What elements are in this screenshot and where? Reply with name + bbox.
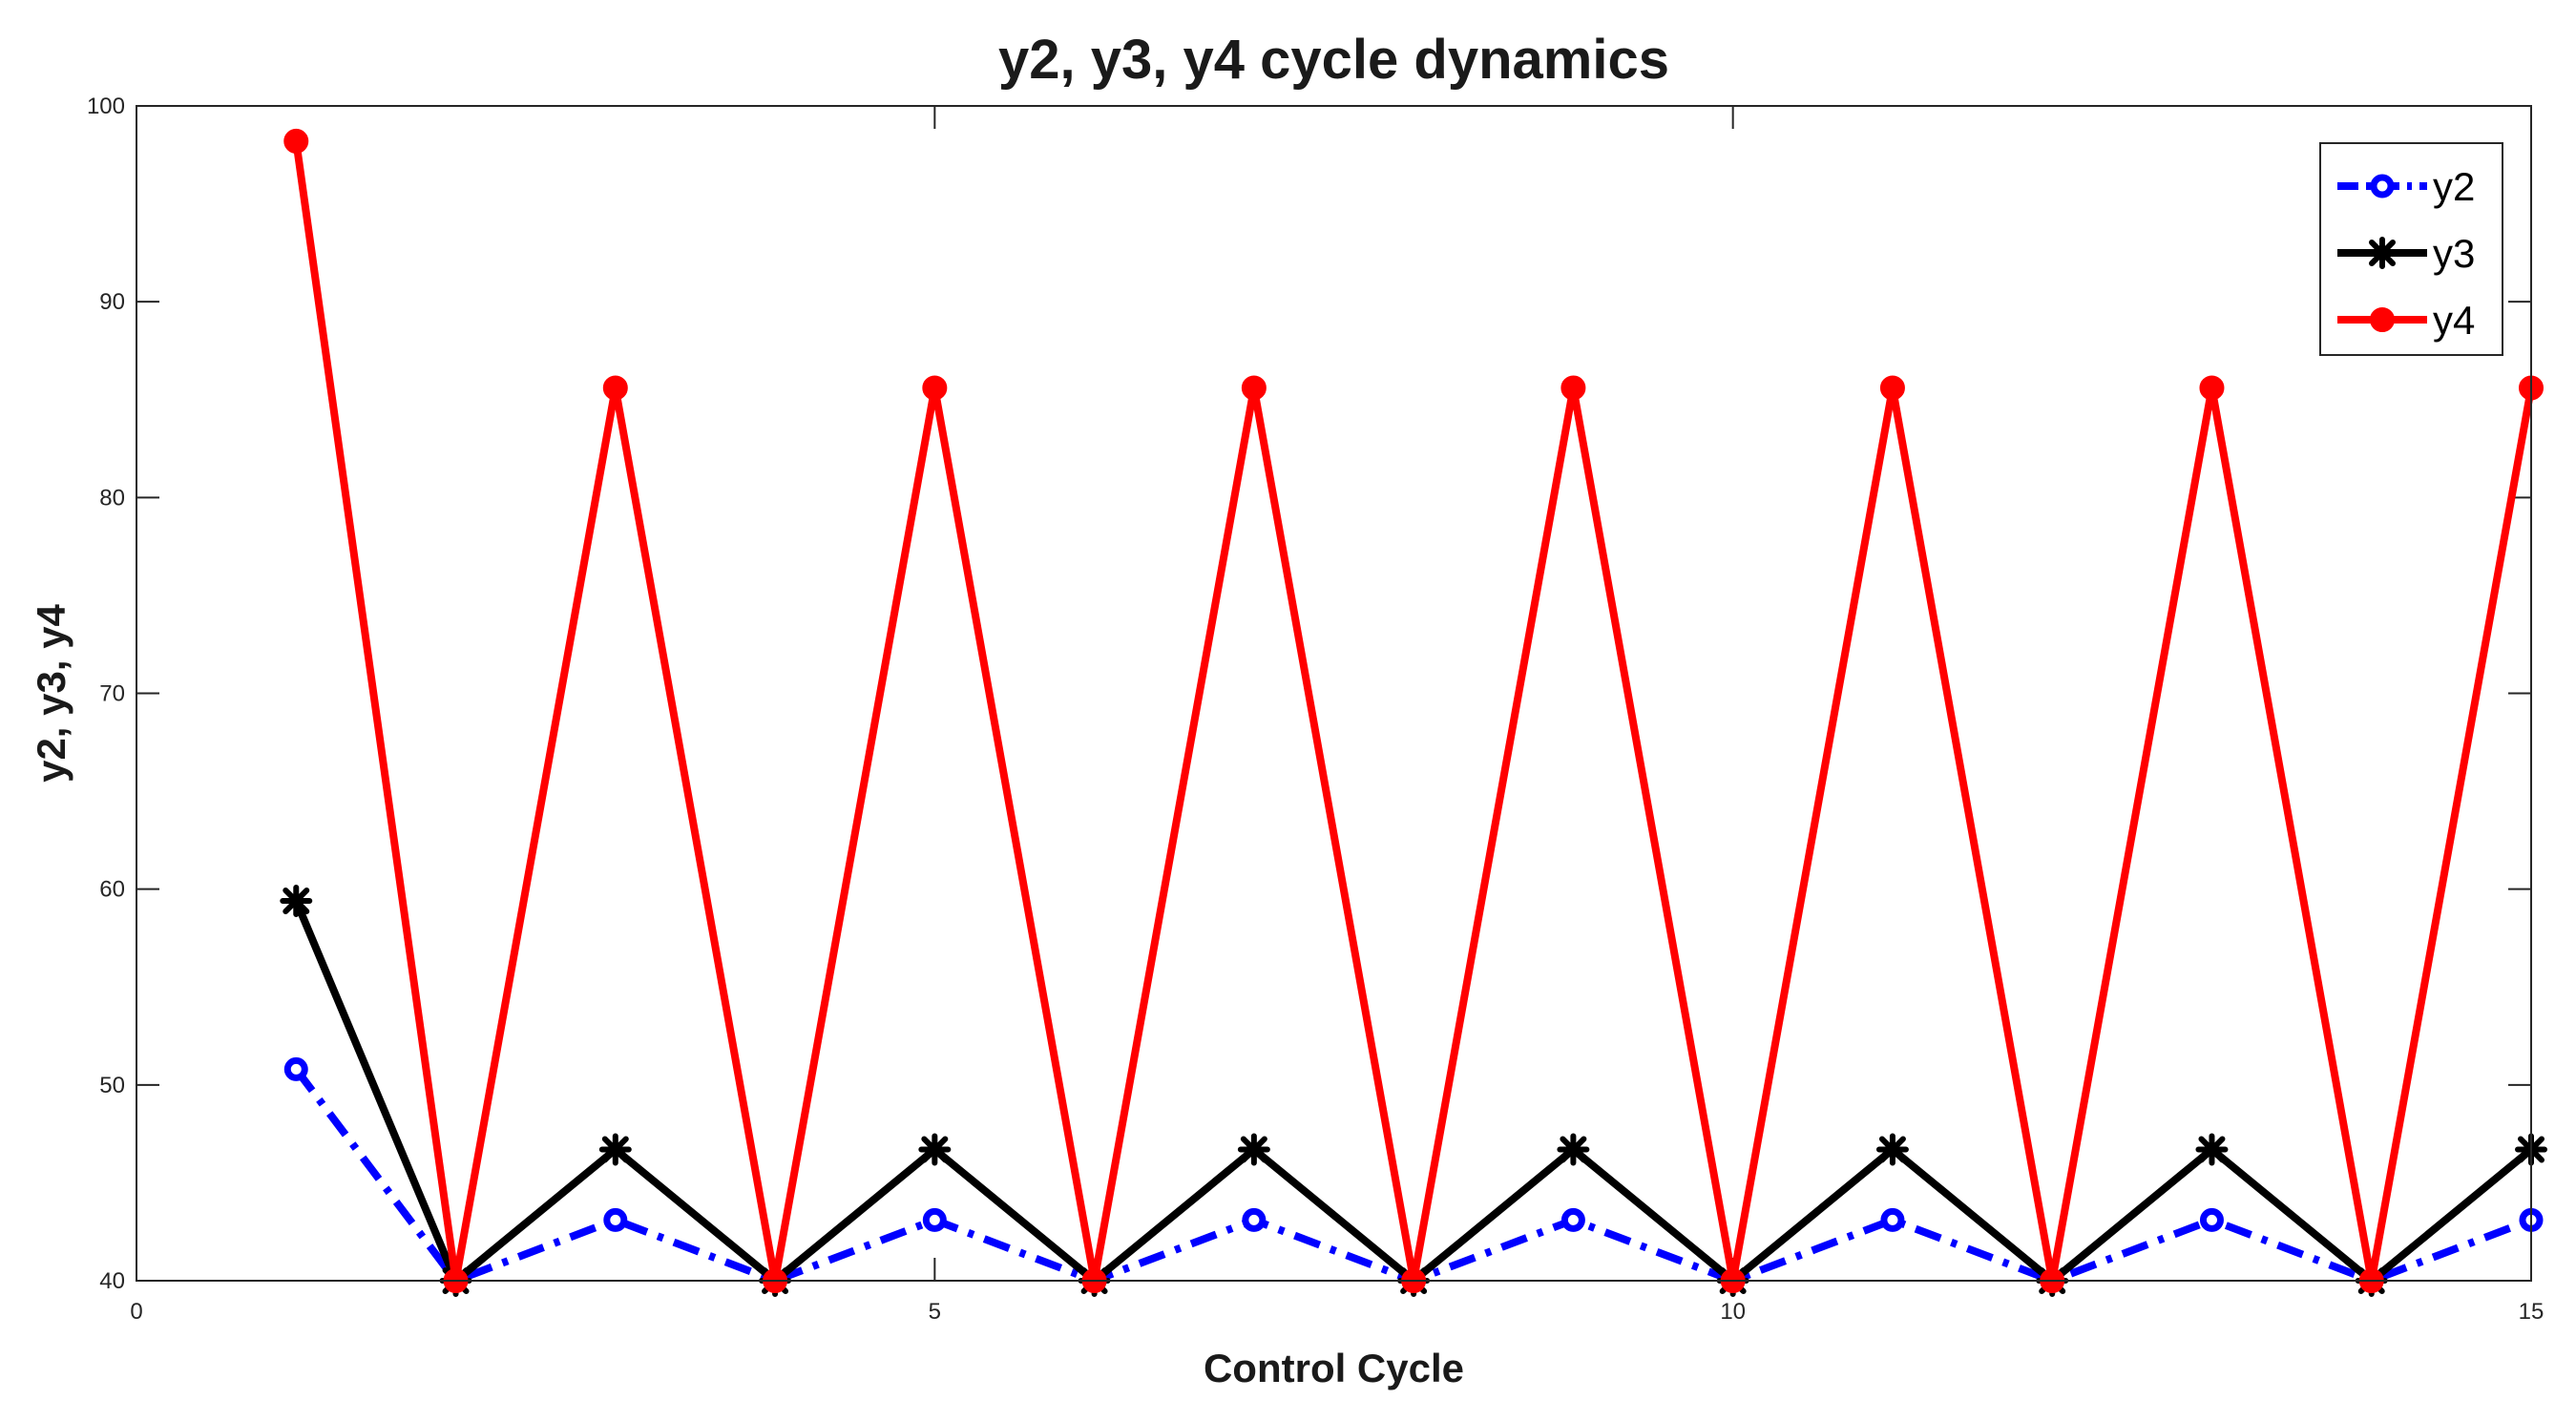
legend-entry-y2: y2 [2337,164,2475,209]
data-point-y3 [2195,1133,2229,1166]
y-tick-label: 80 [99,485,125,511]
legend: y2 y3 y4 [2319,142,2503,356]
data-point-y4 [1879,375,1905,401]
data-point-y4 [1560,375,1586,401]
data-point-y3 [918,1133,952,1166]
y-tick-label: 70 [99,681,125,707]
data-point-y4 [283,128,309,154]
legend-marker-y4 [2370,307,2395,332]
data-point-y4 [2199,375,2225,401]
plot-area [136,106,2531,1281]
axis-tick-labels: 0 5 10 15 40 50 60 70 80 90 100 [87,94,2544,1325]
y-tick-label: 50 [99,1073,125,1098]
chart-title: y2, y3, y4 cycle dynamics [998,29,1669,91]
data-point-y2 [1880,1207,1905,1232]
y-tick-label: 100 [87,94,125,119]
data-point-y3 [598,1133,632,1166]
y-axis-label: y2, y3, y4 [29,603,73,782]
data-point-y4 [602,375,628,401]
data-point-y2 [2199,1207,2224,1232]
y-tick-label: 90 [99,289,125,315]
legend-marker-y3 [2366,237,2398,269]
data-point-y2 [1560,1207,1585,1232]
legend-marker-y2 [2370,174,2395,199]
x-axis-label: Control Cycle [1204,1346,1464,1390]
x-tick-label: 10 [1720,1299,1746,1325]
legend-label-y3: y3 [2433,231,2475,276]
x-tick-label: 15 [2519,1299,2545,1325]
legend-entry-y3: y3 [2337,231,2475,276]
data-point-y2 [603,1207,628,1232]
data-point-y2 [1242,1207,1267,1232]
data-point-y3 [280,884,313,917]
data-point-y2 [283,1056,308,1081]
data-point-y3 [1557,1133,1590,1166]
data-point-y4 [922,375,948,401]
legend-entries: y2 y3 y4 [2337,164,2475,343]
x-tick-label: 5 [929,1299,941,1325]
axes-frame [136,105,2532,1282]
data-point-y2 [922,1207,947,1232]
legend-entry-y4: y4 [2337,298,2475,343]
data-point-y3 [1875,1133,1909,1166]
y-tick-label: 40 [99,1268,125,1294]
data-point-y4 [1241,375,1267,401]
legend-label-y2: y2 [2433,164,2475,209]
x-tick-label: 0 [130,1299,142,1325]
data-point-y3 [1237,1133,1270,1166]
legend-label-y4: y4 [2433,298,2475,343]
y-tick-label: 60 [99,877,125,903]
